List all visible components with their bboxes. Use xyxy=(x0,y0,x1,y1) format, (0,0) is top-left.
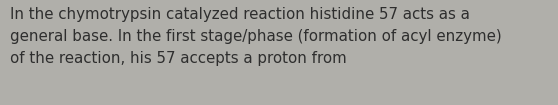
Text: In the chymotrypsin catalyzed reaction histidine 57 acts as a
general base. In t: In the chymotrypsin catalyzed reaction h… xyxy=(10,7,502,66)
